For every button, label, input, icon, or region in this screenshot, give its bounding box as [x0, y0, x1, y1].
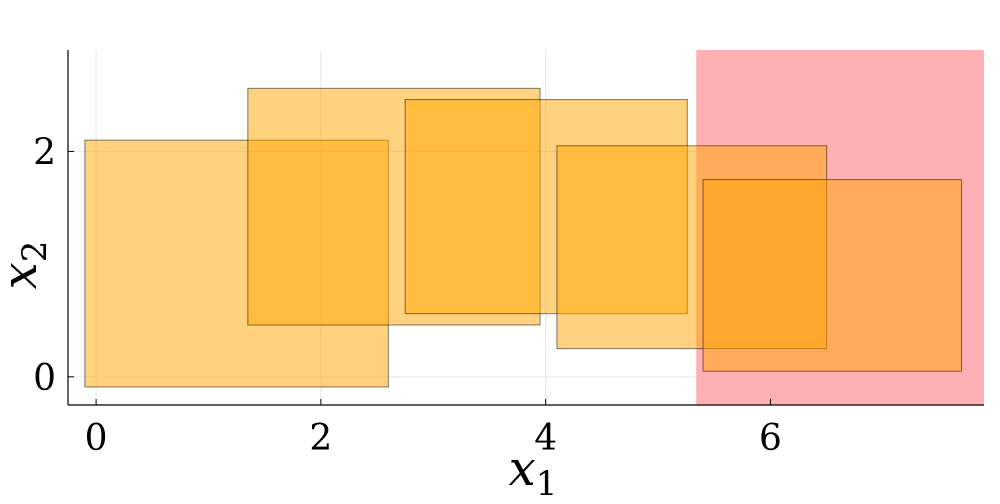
y-tick-label: 2	[33, 132, 56, 173]
axes	[67, 50, 984, 406]
box-5	[702, 179, 963, 372]
x-tick-label: 6	[759, 418, 782, 459]
tick-labels: 0 2 4 6 0 2	[33, 132, 782, 459]
y-axis-label: x2	[0, 241, 55, 290]
x-tick-label: 0	[85, 418, 108, 459]
x-tick-label: 2	[309, 418, 332, 459]
x-tick-label: 4	[534, 418, 557, 459]
boxes	[84, 87, 963, 388]
y-tick-label: 0	[33, 358, 56, 399]
x-axis-label: x1	[509, 441, 558, 500]
